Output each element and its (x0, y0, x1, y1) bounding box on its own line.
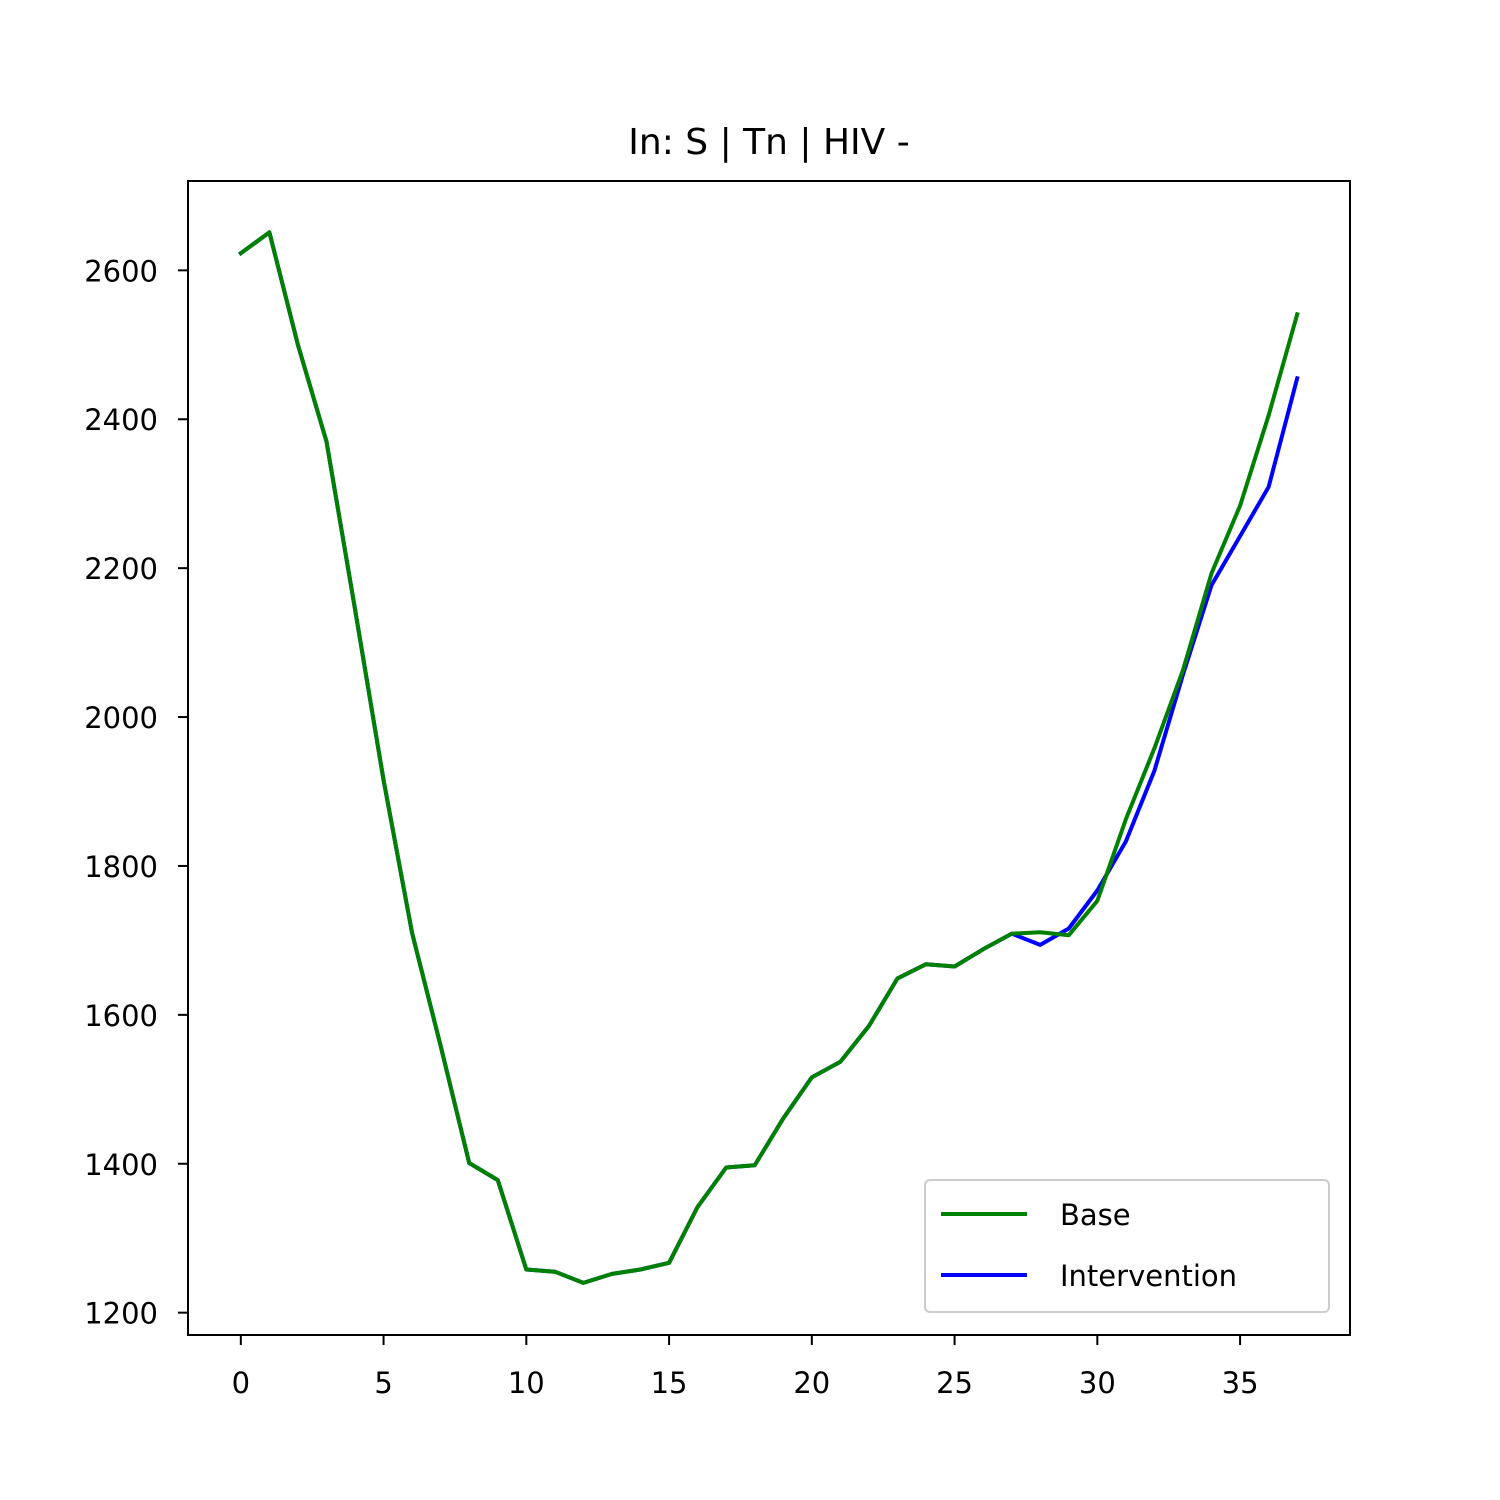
y-tick-label: 2000 (84, 701, 158, 735)
chart-title: In: S | Tn | HIV - (628, 122, 909, 163)
x-tick-label: 20 (793, 1366, 830, 1400)
series-line-base (238, 230, 1300, 1285)
x-tick-label: 10 (508, 1366, 545, 1400)
legend: Base Intervention (924, 1179, 1330, 1313)
x-tick-label: 5 (374, 1366, 392, 1400)
axes-frame (187, 180, 1351, 1336)
y-tick-label: 1800 (84, 850, 158, 884)
y-tick-label: 1600 (84, 999, 158, 1033)
x-tick-label: 0 (232, 1366, 250, 1400)
y-tick-label: 1400 (84, 1148, 158, 1182)
series-layer (238, 230, 1300, 1285)
y-tick-label: 2400 (84, 403, 158, 437)
y-tick-label: 1200 (84, 1297, 158, 1331)
x-tick-label: 30 (1079, 1366, 1116, 1400)
x-tick-label: 35 (1222, 1366, 1259, 1400)
y-tick-label: 2200 (84, 552, 158, 586)
y-tick-label: 2600 (84, 254, 158, 288)
legend-label-base: Base (1060, 1198, 1131, 1232)
x-tick-label: 15 (651, 1366, 688, 1400)
axes-layer: 0 5 10 15 20 25 30 35 1200 1400 1600 1800 2000 2200 24… (84, 180, 1351, 1400)
legend-label-intervention: Intervention (1060, 1259, 1237, 1293)
x-tick-label: 25 (936, 1366, 973, 1400)
